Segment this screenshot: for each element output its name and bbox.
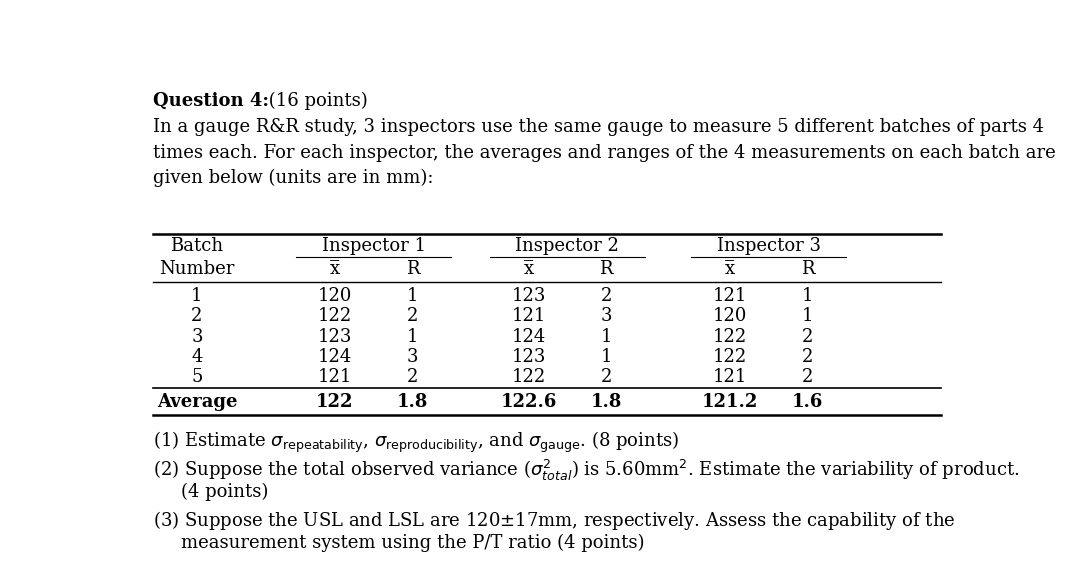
Text: 2: 2 [802, 368, 813, 386]
Text: Average: Average [157, 393, 237, 411]
Text: x̅: x̅ [330, 260, 340, 278]
Text: 124: 124 [511, 328, 545, 346]
Text: 1: 1 [407, 328, 418, 346]
Text: 120: 120 [713, 307, 747, 325]
Text: (3) Suppose the USL and LSL are 120$\pm$17mm, respectively. Assess the capabilit: (3) Suppose the USL and LSL are 120$\pm$… [153, 508, 955, 532]
Text: 1: 1 [802, 287, 813, 305]
Text: (4 points): (4 points) [181, 483, 269, 501]
Text: 122.6: 122.6 [500, 393, 557, 411]
Text: 121.2: 121.2 [702, 393, 759, 411]
Text: 122: 122 [511, 368, 545, 386]
Text: 122: 122 [318, 307, 352, 325]
Text: 121: 121 [713, 287, 747, 305]
Text: Batch: Batch [171, 237, 223, 255]
Text: given below (units are in mm):: given below (units are in mm): [153, 169, 433, 187]
Text: 1: 1 [191, 287, 203, 305]
Text: 1: 1 [601, 328, 611, 346]
Text: 2: 2 [407, 307, 418, 325]
Text: 122: 122 [713, 348, 747, 366]
Text: Inspector 2: Inspector 2 [515, 237, 619, 255]
Text: measurement system using the P/T ratio (4 points): measurement system using the P/T ratio (… [181, 534, 644, 553]
Text: x̅: x̅ [524, 260, 534, 278]
Text: 2: 2 [802, 348, 813, 366]
Text: 1: 1 [802, 307, 813, 325]
Text: Question 4:: Question 4: [153, 92, 269, 110]
Text: In a gauge R&R study, 3 inspectors use the same gauge to measure 5 different bat: In a gauge R&R study, 3 inspectors use t… [153, 118, 1044, 136]
Text: 121: 121 [318, 368, 352, 386]
Text: Number: Number [159, 260, 235, 278]
Text: R: R [801, 260, 814, 278]
Text: 1.8: 1.8 [397, 393, 428, 411]
Text: (1) Estimate $\sigma_{\mathrm{repeatability}}$, $\sigma_{\mathrm{reproducibility: (1) Estimate $\sigma_{\mathrm{repeatabil… [153, 429, 679, 454]
Text: R: R [405, 260, 419, 278]
Text: 4: 4 [191, 348, 203, 366]
Text: 121: 121 [511, 307, 546, 325]
Text: Inspector 3: Inspector 3 [717, 237, 821, 255]
Text: (16 points): (16 points) [262, 92, 367, 110]
Text: 1: 1 [407, 287, 418, 305]
Text: 3: 3 [601, 307, 611, 325]
Text: 2: 2 [601, 287, 611, 305]
Text: 2: 2 [191, 307, 203, 325]
Text: 2: 2 [407, 368, 418, 386]
Text: 122: 122 [713, 328, 747, 346]
Text: x̅: x̅ [726, 260, 735, 278]
Text: 5: 5 [191, 368, 203, 386]
Text: R: R [600, 260, 612, 278]
Text: 3: 3 [407, 348, 418, 366]
Text: (2) Suppose the total observed variance ($\sigma^{2}_{\mathit{total}}$) is 5.60m: (2) Suppose the total observed variance … [153, 458, 1019, 483]
Text: 122: 122 [316, 393, 353, 411]
Text: times each. For each inspector, the averages and ranges of the 4 measurements on: times each. For each inspector, the aver… [153, 144, 1055, 162]
Text: Inspector 1: Inspector 1 [321, 237, 426, 255]
Text: 121: 121 [713, 368, 747, 386]
Text: 1.8: 1.8 [590, 393, 622, 411]
Text: 1: 1 [601, 348, 611, 366]
Text: 123: 123 [511, 287, 546, 305]
Text: 3: 3 [191, 328, 203, 346]
Text: 2: 2 [802, 328, 813, 346]
Text: 123: 123 [511, 348, 546, 366]
Text: 120: 120 [318, 287, 352, 305]
Text: 1.6: 1.6 [792, 393, 824, 411]
Text: 123: 123 [318, 328, 352, 346]
Text: 124: 124 [318, 348, 352, 366]
Text: 2: 2 [601, 368, 611, 386]
